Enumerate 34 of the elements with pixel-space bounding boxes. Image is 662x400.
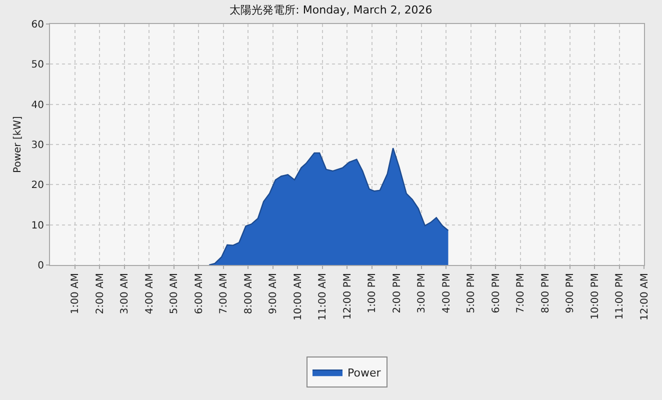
x-tick-label: 1:00 PM xyxy=(367,273,378,314)
chart-title: 太陽光発電所: Monday, March 2, 2026 xyxy=(230,4,432,17)
x-tick-label: 7:00 AM xyxy=(218,273,230,314)
x-tick-label: 7:00 PM xyxy=(516,273,526,314)
x-tick-label: 3:00 AM xyxy=(120,273,130,314)
x-tick-label: 4:00 AM xyxy=(144,273,156,314)
x-tick-label: 10:00 PM xyxy=(590,273,601,320)
x-tick-label: 12:00 AM xyxy=(639,273,650,320)
y-tick-label: 50 xyxy=(31,60,44,71)
x-tick-label: 8:00 PM xyxy=(540,273,552,314)
y-tick-label: 10 xyxy=(31,220,44,232)
y-axis-title: Power [kW] xyxy=(12,116,24,173)
x-tick-label: 5:00 AM xyxy=(169,273,180,314)
y-tick-label: 0 xyxy=(38,260,44,272)
x-tick-label: 1:00 AM xyxy=(70,273,81,314)
x-tick-label: 5:00 PM xyxy=(466,273,477,314)
x-tick-label: 2:00 AM xyxy=(94,273,106,314)
x-tick-label: 6:00 PM xyxy=(490,273,502,314)
legend-label: Power xyxy=(348,366,382,380)
x-tick-label: 3:00 PM xyxy=(416,273,428,314)
x-tick-label: 11:00 PM xyxy=(614,273,626,320)
x-tick-label: 6:00 AM xyxy=(194,273,205,314)
x-tick-label: 8:00 AM xyxy=(243,273,254,314)
x-tick-label: 2:00 PM xyxy=(392,273,403,314)
x-tick-label: 10:00 AM xyxy=(292,273,304,320)
x-tick-label: 12:00 PM xyxy=(342,273,354,320)
x-tick-label: 9:00 PM xyxy=(565,273,576,314)
y-tick-label: 30 xyxy=(31,140,44,151)
y-tick-label: 20 xyxy=(31,180,44,192)
y-tick-label: 40 xyxy=(31,100,44,111)
y-tick-label: 60 xyxy=(31,20,44,30)
x-tick-label: 11:00 AM xyxy=(318,273,328,320)
x-tick-label: 4:00 PM xyxy=(441,273,452,314)
x-tick-label: 9:00 AM xyxy=(268,273,279,314)
